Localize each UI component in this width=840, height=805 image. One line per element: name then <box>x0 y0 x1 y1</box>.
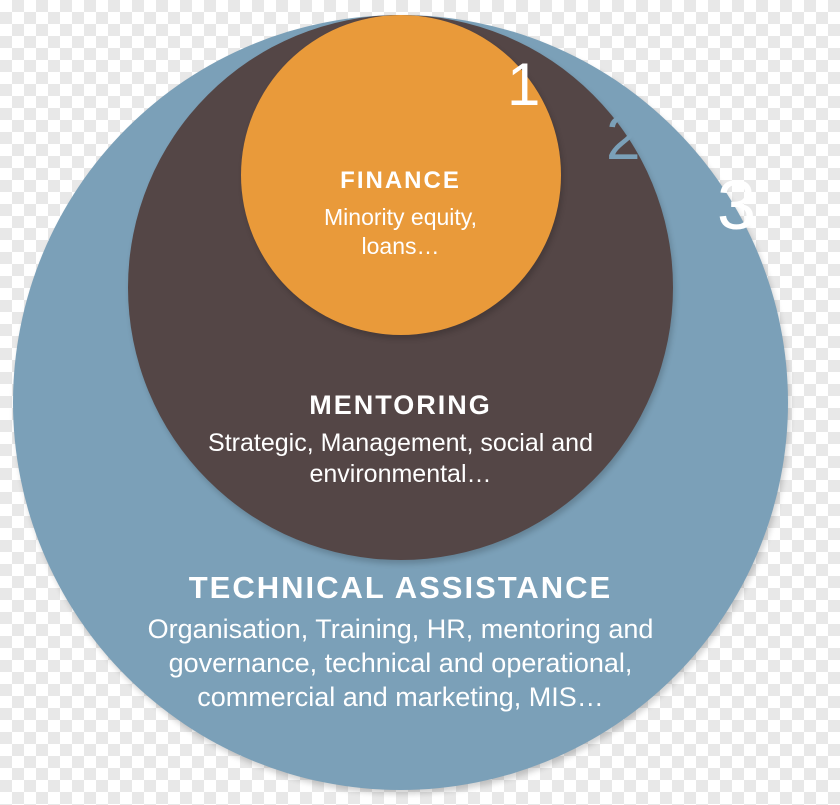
diagram-stage: 1 2 3 FINANCE Minority equity, loans… ME… <box>13 15 788 790</box>
title-technical-assistance: TECHNICAL ASSISTANCE <box>13 570 788 606</box>
title-finance: FINANCE <box>13 167 788 195</box>
desc-finance: Minority equity, loans… <box>291 203 511 261</box>
desc-mentoring: Strategic, Management, social and enviro… <box>191 428 611 491</box>
desc-technical-assistance: Organisation, Training, HR, mentoring an… <box>121 613 681 714</box>
number-1: 1 <box>507 55 540 115</box>
title-mentoring: MENTORING <box>13 390 788 421</box>
number-2: 2 <box>606 108 640 170</box>
